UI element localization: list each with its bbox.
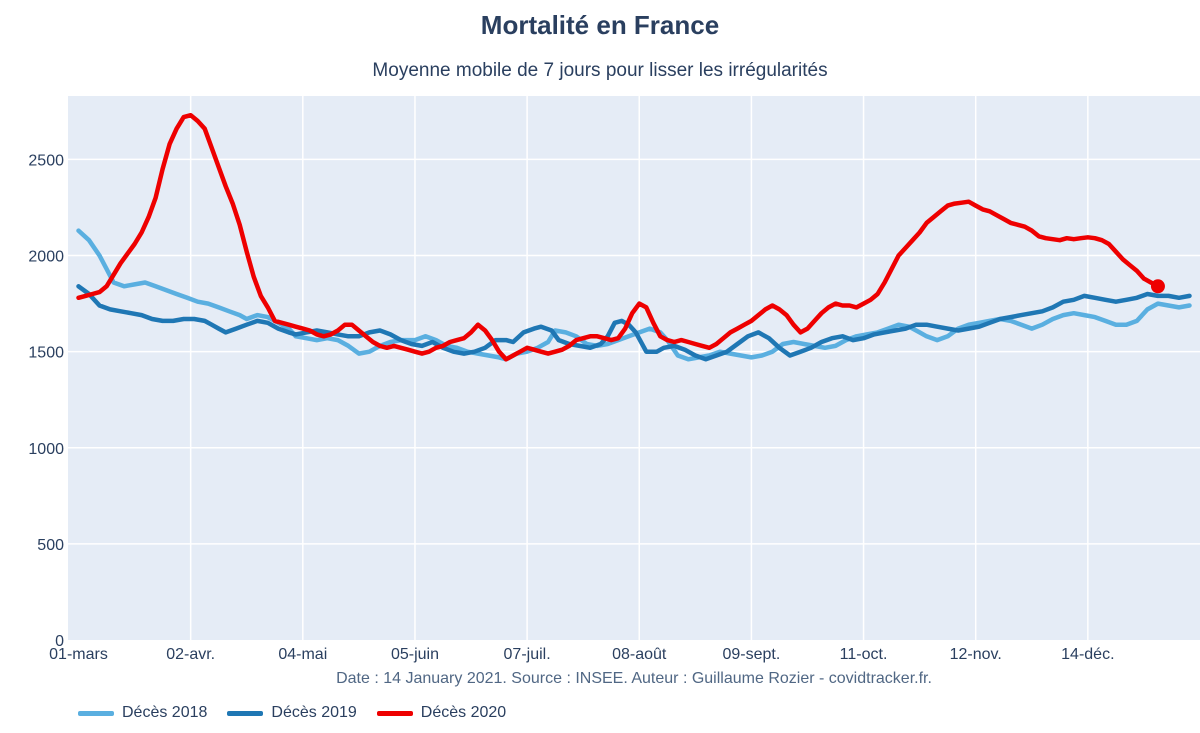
y-tick-label: 1500 bbox=[28, 345, 64, 362]
series-end-marker-2020 bbox=[1150, 279, 1165, 294]
x-tick-label: 08-août bbox=[612, 646, 667, 663]
y-tick-label: 0 bbox=[55, 633, 64, 650]
series-line-2020 bbox=[76, 112, 1161, 362]
x-tick-label: 01-mars bbox=[49, 646, 108, 663]
y-tick-label: 2000 bbox=[28, 249, 64, 266]
legend-label-2020: Décès 2020 bbox=[420, 704, 507, 721]
series-line-2019 bbox=[76, 284, 1192, 362]
legend-label-2019: Décès 2019 bbox=[271, 704, 357, 721]
grid-lines bbox=[68, 96, 1200, 640]
legend-item-2019[interactable]: Décès 2019 bbox=[227, 704, 357, 722]
x-tick-label: 12-nov. bbox=[950, 646, 1002, 663]
y-tick-label: 1000 bbox=[28, 441, 64, 458]
legend-swatch-2018 bbox=[78, 710, 114, 716]
y-tick-label: 500 bbox=[37, 537, 64, 554]
legend-swatch-2019 bbox=[227, 710, 264, 716]
x-tick-label: 02-avr. bbox=[166, 646, 215, 663]
legend-label-2018: Décès 2018 bbox=[122, 704, 208, 721]
plot-background bbox=[68, 96, 1200, 640]
y-axis-ticks: 0 500 1000 1500 2000 2500 bbox=[28, 152, 64, 650]
y-tick-label: 2500 bbox=[28, 152, 64, 169]
source-note: Date : 14 January 2021. Source : INSEE. … bbox=[336, 670, 932, 687]
legend-swatch-2020 bbox=[376, 710, 413, 716]
series-lines bbox=[76, 112, 1192, 362]
chart-title: Mortalité en France bbox=[480, 10, 720, 40]
x-tick-label: 11-oct. bbox=[840, 646, 888, 663]
x-tick-label: 14-déc. bbox=[1061, 646, 1114, 663]
x-tick-label: 04-mai bbox=[278, 646, 327, 663]
x-axis-ticks: 01-mars 02-avr. 04-mai 05-juin 07-juil. 08-ao… bbox=[49, 646, 1114, 663]
x-tick-label: 07-juil. bbox=[504, 646, 551, 663]
legend: Décès 2018 Décès 2019 Décès 2020 bbox=[78, 704, 506, 722]
chart-subtitle: Moyenne mobile de 7 jours pour lisser le… bbox=[372, 60, 828, 81]
x-tick-label: 09-sept. bbox=[722, 646, 780, 663]
legend-item-2018[interactable]: Décès 2018 bbox=[78, 704, 207, 722]
legend-item-2020[interactable]: Décès 2020 bbox=[376, 704, 507, 722]
x-tick-label: 05-juin bbox=[391, 646, 439, 663]
